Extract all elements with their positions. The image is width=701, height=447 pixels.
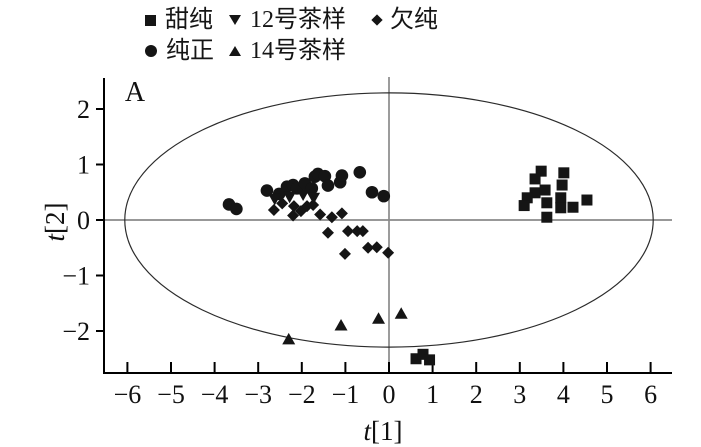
circle-marker [353, 165, 367, 179]
hotelling-ellipse [124, 92, 654, 348]
diamond-icon [371, 14, 383, 26]
triangle-up-marker [394, 307, 408, 319]
diamond-marker [307, 199, 320, 212]
triangle-down-icon [229, 15, 241, 25]
square-marker [529, 187, 541, 199]
square-marker [518, 200, 530, 212]
square-marker [535, 165, 547, 177]
panel-label: A [125, 77, 146, 108]
chart-legend: 甜纯 12号茶样 欠纯 纯正 14号茶样 [0, 0, 701, 70]
square-marker [555, 192, 567, 204]
x-tick-label: 3 [513, 380, 526, 409]
y-tick-label: 0 [77, 206, 90, 235]
x-tick-label: −3 [244, 380, 272, 409]
y-tick-label: 1 [77, 151, 90, 180]
circle-marker [365, 185, 379, 199]
legend-label: 纯正 [166, 38, 214, 64]
square-marker [556, 179, 568, 191]
square-marker [424, 354, 436, 366]
circle-marker [230, 202, 243, 216]
x-tick-label: 0 [383, 380, 396, 409]
diamond-marker [382, 246, 395, 259]
diamond-marker [267, 204, 280, 217]
square-marker [410, 353, 422, 365]
circle-marker [321, 179, 335, 192]
x-tick-label: 1 [426, 380, 439, 409]
diamond-marker [356, 225, 369, 238]
legend-label: 14号茶样 [250, 38, 346, 64]
diamond-marker [342, 225, 355, 238]
diamond-marker [276, 197, 289, 210]
circle-marker [335, 169, 349, 182]
triangle-up-icon [229, 46, 241, 56]
triangle-down-marker [307, 192, 321, 205]
legend-item-qianchun: 欠纯 [371, 7, 438, 33]
diamond-marker [338, 247, 351, 260]
y-axis-title: t[2] [40, 203, 70, 242]
square-marker [558, 167, 570, 179]
square-marker [567, 201, 579, 213]
circle-marker [377, 189, 391, 203]
square-marker [581, 194, 593, 206]
x-tick-label: 6 [644, 380, 657, 409]
legend-item-tianchun: 甜纯 [145, 8, 213, 32]
legend-item-sample14: 14号茶样 [229, 39, 346, 63]
square-marker [539, 184, 551, 196]
square-marker [555, 202, 567, 214]
diamond-marker [325, 211, 338, 224]
triangle-up-marker [372, 312, 386, 324]
circle-icon [145, 45, 157, 57]
legend-label: 12号茶样 [250, 7, 346, 33]
x-tick-label: −4 [201, 380, 229, 409]
y-tick-label: −2 [62, 317, 90, 346]
x-tick-label: −1 [332, 380, 360, 409]
diamond-marker [287, 209, 300, 222]
x-axis-title: t[1] [364, 416, 403, 446]
diamond-marker [362, 241, 375, 254]
square-marker [541, 211, 553, 223]
circle-marker [260, 184, 274, 197]
legend-item-sample12: 12号茶样 [229, 8, 346, 32]
diamond-marker [370, 241, 383, 254]
square-marker [417, 348, 429, 360]
diamond-marker [321, 226, 334, 239]
square-icon [145, 14, 156, 26]
y-tick-label: −1 [62, 262, 90, 291]
legend-label: 欠纯 [390, 7, 438, 33]
circle-marker [305, 182, 319, 195]
x-tick-label: −5 [157, 380, 185, 409]
diamond-marker [335, 207, 348, 220]
x-tick-label: 5 [601, 380, 614, 409]
y-tick-label: 2 [77, 95, 90, 124]
square-marker [529, 173, 541, 185]
square-marker [541, 197, 553, 209]
x-tick-label: −6 [114, 380, 142, 409]
legend-item-chunzheng: 纯正 [145, 39, 214, 63]
x-tick-label: 4 [557, 380, 570, 409]
triangle-down-marker [283, 191, 297, 204]
legend-label: 甜纯 [165, 7, 213, 33]
x-tick-label: 2 [470, 380, 483, 409]
triangle-up-marker [282, 332, 296, 345]
x-tick-label: −2 [288, 380, 316, 409]
diamond-marker [314, 208, 327, 221]
triangle-up-marker [334, 318, 348, 331]
triangle-down-marker [268, 193, 282, 206]
triangle-down-marker [296, 189, 310, 201]
square-marker [521, 192, 533, 204]
